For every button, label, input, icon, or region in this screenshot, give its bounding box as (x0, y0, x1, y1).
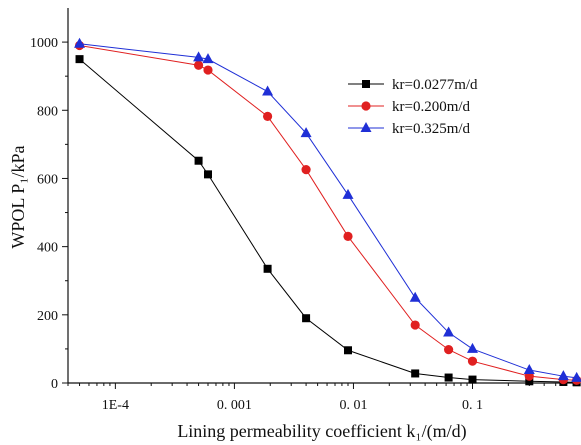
y-tick-label: 200 (37, 309, 58, 324)
x-tick-label: 0. 1 (462, 398, 483, 413)
data-point-square (263, 264, 272, 273)
x-tick-label: 1E-4 (102, 398, 129, 413)
y-tick-label: 400 (37, 241, 58, 256)
data-point-circle (203, 65, 213, 75)
data-point-triangle (443, 326, 455, 337)
data-point-triangle (557, 370, 569, 381)
data-point-triangle (466, 342, 478, 353)
series-2 (74, 40, 581, 385)
series-1 (75, 55, 581, 387)
data-point-square (525, 377, 534, 386)
y-tick-label: 600 (37, 172, 58, 187)
series-line (79, 45, 577, 381)
data-point-triangle (571, 371, 581, 382)
axes: 0 200 400 600 800 1000 1E-4 0. 001 0. 01 0. 1 (30, 8, 581, 413)
legend-item-1: kr=0.0277m/d (348, 77, 478, 93)
data-point-square (362, 80, 370, 88)
x-axis-label: Lining permeability coefficient k₁/(m/d) (177, 421, 466, 442)
data-point-square (411, 369, 420, 378)
x-tick-label: 0. 01 (339, 398, 367, 413)
data-point-circle (361, 101, 371, 111)
data-point-triangle (193, 51, 205, 62)
data-point-square (444, 373, 453, 382)
data-point-square (75, 55, 84, 64)
data-point-square (302, 314, 311, 323)
y-axis-label: WPOL P₁/kPa (8, 145, 28, 248)
legend-label: kr=0.200m/d (392, 99, 471, 115)
data-point-triangle (342, 188, 354, 199)
y-tick-label: 1000 (30, 36, 58, 51)
y-tick-label: 0 (51, 377, 58, 392)
data-point-triangle (300, 127, 312, 138)
series-layer (74, 37, 581, 387)
series-line (79, 58, 577, 383)
data-point-triangle (262, 85, 274, 96)
data-point-circle (301, 164, 311, 175)
data-point-circle (193, 60, 204, 70)
data-point-triangle (74, 37, 86, 48)
data-point-circle (262, 111, 273, 122)
data-point-triangle (360, 122, 372, 132)
x-tick-label: 0. 001 (217, 398, 252, 413)
series-line (79, 43, 577, 379)
data-point-square (344, 346, 353, 355)
data-point-triangle (523, 364, 535, 375)
data-point-circle (467, 356, 478, 366)
legend-item-2: kr=0.200m/d (348, 99, 471, 115)
legend: kr=0.0277m/d kr=0.200m/d kr=0.325m/d (348, 77, 478, 137)
data-point-circle (444, 344, 454, 355)
series-3 (74, 37, 581, 382)
data-point-square (194, 156, 203, 165)
y-tick-label: 800 (37, 104, 58, 119)
data-point-circle (343, 231, 353, 242)
data-point-triangle (202, 53, 214, 64)
data-point-triangle (409, 291, 421, 302)
legend-item-3: kr=0.325m/d (348, 121, 471, 137)
data-point-square (468, 375, 477, 384)
legend-label: kr=0.0277m/d (392, 77, 478, 93)
legend-label: kr=0.325m/d (392, 121, 471, 137)
data-point-circle (410, 320, 420, 330)
data-point-square (204, 170, 213, 179)
